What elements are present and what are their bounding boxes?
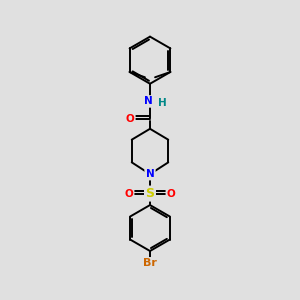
Text: O: O xyxy=(126,114,134,124)
Text: S: S xyxy=(146,187,154,200)
Text: H: H xyxy=(158,98,167,108)
Text: O: O xyxy=(167,189,176,199)
Text: Br: Br xyxy=(143,258,157,268)
Text: N: N xyxy=(144,96,153,106)
Text: N: N xyxy=(146,169,154,179)
Text: O: O xyxy=(124,189,133,199)
